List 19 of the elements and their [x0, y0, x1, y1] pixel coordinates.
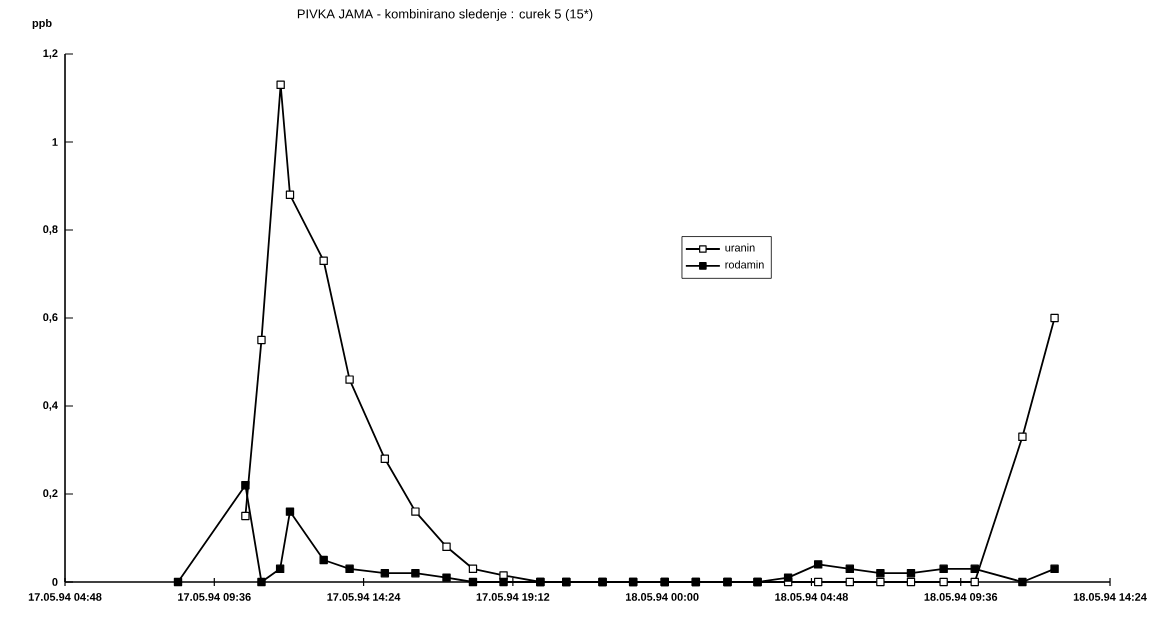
x-tick-label: 18.05.94 00:00: [625, 593, 699, 601]
y-tick-label: 0,8: [43, 225, 58, 235]
x-tick-label: 18.05.94 14:24: [1073, 593, 1147, 601]
y-tick-label: 1: [52, 138, 58, 146]
x-tick-label: 17.05.94 14:24: [327, 593, 401, 601]
x-tick-label: 17.05.94 09:36: [178, 593, 251, 601]
y-tick-label: 1,2: [43, 49, 58, 59]
x-tick-label: 17.05.94 19:12: [476, 593, 550, 601]
x-tick-label: 17.05.94 04:48: [28, 593, 102, 601]
chart-title: PIVKA JAMA - kombinirano sledenje : curek 5 (15*): [297, 8, 593, 22]
y-tick-label: 0: [52, 578, 58, 586]
x-tick-label: 18.05.94 09:36: [924, 593, 998, 601]
y-tick-label: 0,4: [43, 401, 58, 411]
legend-label: rodamin: [725, 260, 764, 269]
y-axis-title: ppb: [32, 18, 52, 30]
x-tick-label: 18.05.94 04:48: [775, 593, 848, 601]
y-tick-label: 0,2: [43, 489, 58, 499]
y-tick-label: 0,6: [43, 313, 58, 323]
legend-label: uranin: [725, 243, 755, 252]
